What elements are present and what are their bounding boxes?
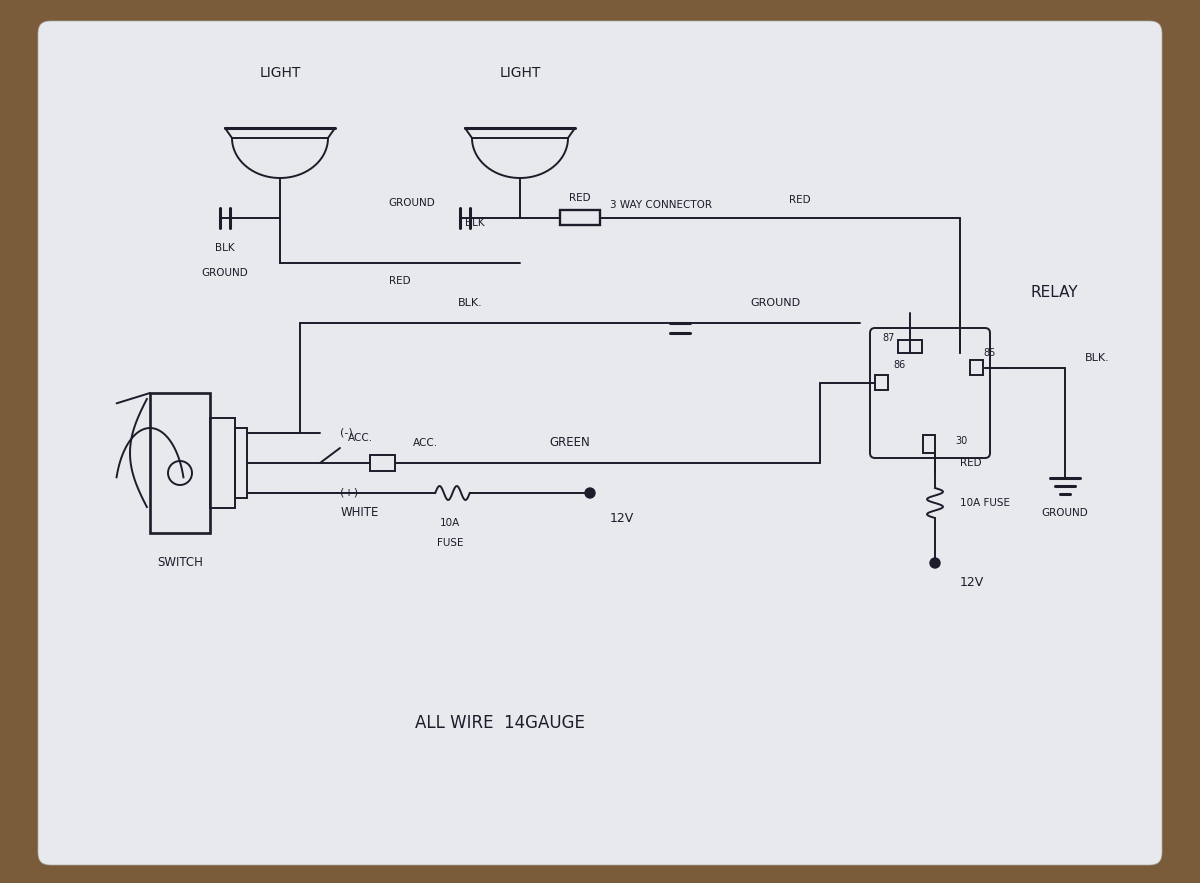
Text: GROUND: GROUND: [202, 268, 248, 278]
Circle shape: [586, 488, 595, 498]
Text: 87: 87: [883, 333, 895, 343]
Text: LIGHT: LIGHT: [259, 66, 301, 80]
Text: WHITE: WHITE: [341, 507, 379, 519]
Text: BLK: BLK: [215, 243, 235, 253]
Text: BLK.: BLK.: [1085, 353, 1110, 363]
Text: 3 WAY CONNECTOR: 3 WAY CONNECTOR: [610, 200, 712, 210]
Bar: [235, 428, 247, 498]
Text: GROUND: GROUND: [1042, 508, 1088, 518]
Bar: [898, 340, 922, 353]
Text: 86: 86: [894, 360, 906, 370]
Text: 10A FUSE: 10A FUSE: [960, 498, 1010, 508]
Text: 10A: 10A: [440, 518, 460, 528]
Bar: [970, 360, 983, 375]
Text: RED: RED: [790, 195, 811, 205]
Text: SWITCH: SWITCH: [157, 556, 203, 570]
Bar: [875, 375, 888, 390]
Text: GREEN: GREEN: [550, 436, 590, 449]
Bar: [923, 435, 935, 453]
Text: LIGHT: LIGHT: [499, 66, 541, 80]
Text: (+): (+): [340, 488, 358, 498]
Text: RED: RED: [389, 276, 410, 286]
Text: 85: 85: [984, 348, 996, 358]
Bar: [370, 455, 395, 471]
Text: ALL WIRE  14GAUGE: ALL WIRE 14GAUGE: [415, 714, 584, 732]
Text: GROUND: GROUND: [750, 298, 800, 308]
Text: RELAY: RELAY: [1030, 285, 1078, 300]
FancyBboxPatch shape: [38, 21, 1162, 865]
Bar: [560, 210, 600, 225]
Circle shape: [930, 558, 940, 568]
Text: GROUND: GROUND: [389, 198, 436, 208]
Bar: [150, 393, 210, 533]
Text: 30: 30: [955, 436, 967, 446]
Bar: [210, 418, 235, 508]
Text: ACC.: ACC.: [413, 438, 438, 448]
Text: BLK: BLK: [466, 218, 485, 228]
Text: RED: RED: [960, 458, 982, 468]
Text: 12V: 12V: [610, 511, 635, 525]
Text: FUSE: FUSE: [437, 538, 463, 548]
Text: ACC.: ACC.: [348, 433, 372, 443]
Text: (-): (-): [340, 428, 353, 438]
Text: BLK.: BLK.: [457, 298, 482, 308]
Text: RED: RED: [569, 193, 590, 203]
Text: 12V: 12V: [960, 577, 984, 590]
